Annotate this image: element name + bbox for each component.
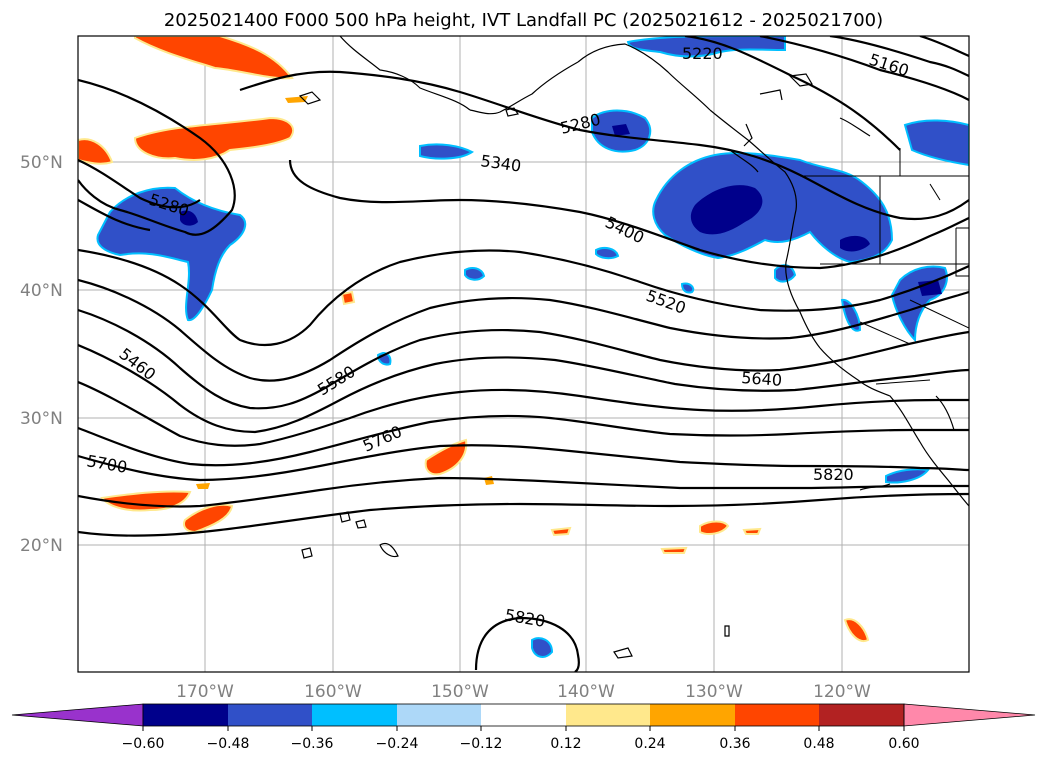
- contour-label-5220: 5220: [682, 44, 723, 63]
- lon-label-170w: 170°W: [176, 682, 234, 702]
- colorbar-segment: [397, 704, 481, 726]
- map-panel: 5220 5160 5280 5340 5280 5400 5520 5460 …: [77, 35, 970, 673]
- colorbar-tick: 0.60: [888, 736, 919, 752]
- height-contours: [78, 36, 969, 672]
- latitude-labels: 50°N 40°N 30°N 20°N: [20, 153, 63, 556]
- lat-label-50n: 50°N: [20, 153, 63, 173]
- political-borders: [800, 148, 969, 385]
- colorbar-tick: −0.60: [122, 736, 165, 752]
- colorbar-tick: −0.48: [207, 736, 250, 752]
- colorbar-tick: −0.12: [460, 736, 503, 752]
- colorbar-segment: [143, 704, 228, 726]
- lon-label-150w: 150°W: [431, 682, 489, 702]
- colorbar-segment: [481, 704, 566, 726]
- colorbar-tick: 0.24: [634, 736, 665, 752]
- colorbar-segment: [228, 704, 312, 726]
- lon-label-120w: 120°W: [813, 682, 871, 702]
- ivt-positive-patches: [78, 36, 870, 642]
- lon-label-130w: 130°W: [685, 682, 743, 702]
- contour-label-5640: 5640: [741, 368, 783, 390]
- lat-label-40n: 40°N: [20, 281, 63, 301]
- lon-label-140w: 140°W: [557, 682, 615, 702]
- contour-label-5820-east: 5820: [813, 465, 854, 484]
- ivt-negative-patches: [96, 36, 969, 658]
- colorbar-segment: [819, 704, 904, 726]
- colorbar-tick: −0.36: [291, 736, 334, 752]
- colorbar-tick: 0.36: [719, 736, 750, 752]
- colorbar-tick: 0.12: [550, 736, 581, 752]
- colorbar-segment: [735, 704, 819, 726]
- colorbar-tick: 0.48: [803, 736, 834, 752]
- colorbar: −0.60 −0.48 −0.36 −0.24 −0.12 0.12 0.24 …: [11, 703, 1036, 752]
- colorbar-segment: [312, 704, 397, 726]
- colorbar-extend-high: [903, 703, 1036, 727]
- figure-title: 2025021400 F000 500 hPa height, IVT Land…: [163, 10, 884, 31]
- lon-label-160w: 160°W: [304, 682, 362, 702]
- colorbar-segment: [650, 704, 735, 726]
- gridlines: [78, 36, 969, 672]
- colorbar-segment: [566, 704, 650, 726]
- lat-label-30n: 30°N: [20, 409, 63, 429]
- coastlines: [298, 36, 969, 659]
- lat-label-20n: 20°N: [20, 536, 63, 556]
- colorbar-tick: −0.24: [376, 736, 419, 752]
- longitude-labels: 170°W 160°W 150°W 140°W 130°W 120°W: [176, 682, 871, 702]
- map-frame: [77, 35, 970, 673]
- colorbar-extend-low: [11, 703, 144, 727]
